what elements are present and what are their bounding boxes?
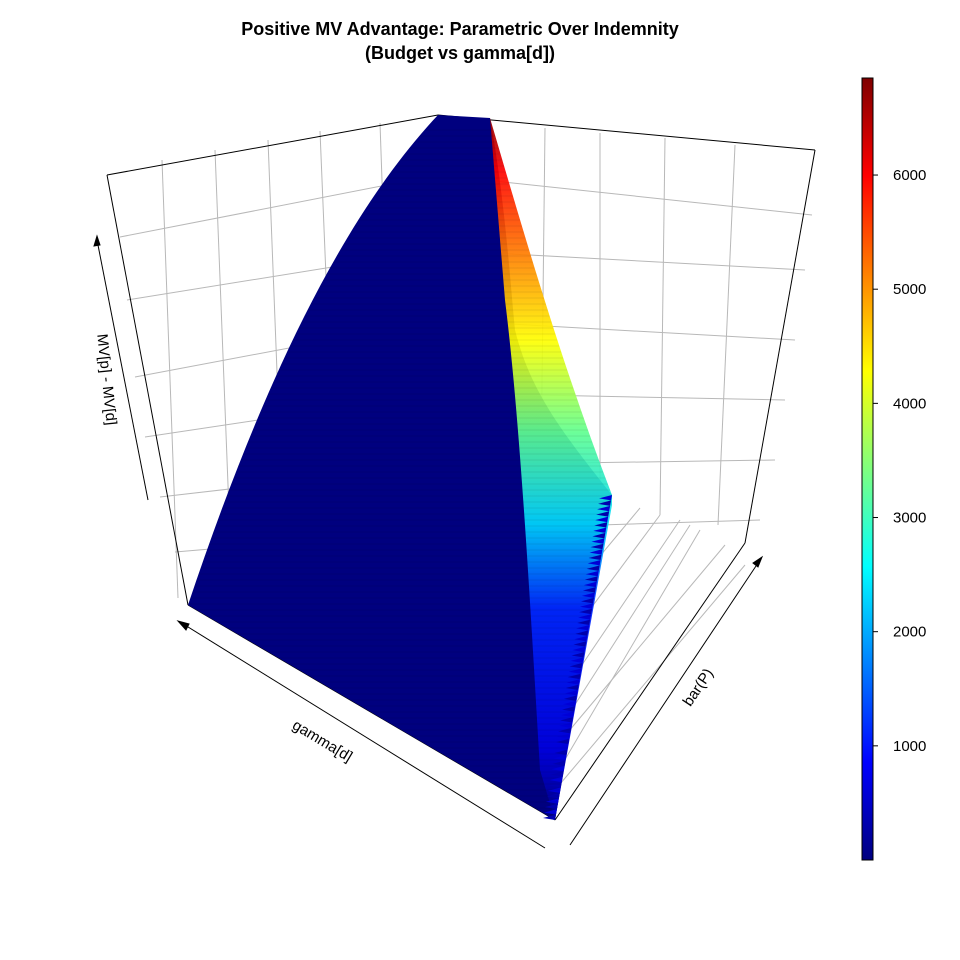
colorbar-tick-label: 6000: [893, 167, 926, 184]
sawtooth-segment: [584, 576, 598, 582]
sawtooth-segment: [596, 511, 610, 517]
sawtooth-segment: [562, 706, 575, 712]
sawtooth-segment: [587, 560, 601, 566]
colorbar-tick-label: 1000: [893, 738, 926, 755]
sawtooth-segment: [555, 744, 569, 750]
sawtooth-segment: [549, 776, 563, 783]
sawtooth-segment: [577, 619, 591, 625]
sawtooth-segment: [592, 532, 606, 539]
colorbar: 1000 2000 3000 4000 5000 6000: [861, 77, 926, 861]
sawtooth-segment: [568, 668, 582, 674]
sawtooth-segment: [548, 782, 562, 788]
sawtooth-segment: [597, 505, 611, 512]
sawtooth-segment: [571, 652, 585, 658]
sawtooth-segment: [543, 809, 557, 815]
sawtooth-segment: [595, 516, 609, 523]
sawtooth-segment: [563, 695, 577, 701]
axis-arrows: [93, 234, 764, 849]
sawtooth-segment: [561, 711, 574, 718]
sawtooth-segment: [569, 662, 583, 669]
chart-title: Positive MV Advantage: Parametric Over I…: [241, 19, 678, 39]
sawtooth-segment: [557, 733, 571, 739]
box-grid: [119, 122, 813, 791]
sawtooth-segment: [543, 814, 556, 820]
sawtooth-segment: [581, 592, 595, 598]
sawtooth-segment: [583, 581, 597, 588]
sawtooth-segment: [581, 597, 594, 604]
sawtooth-segment: [554, 749, 568, 755]
sawtooth-segment: [594, 522, 608, 528]
sawtooth-segment: [565, 684, 579, 690]
colorbar-tick-label: 3000: [893, 510, 926, 527]
sawtooth-segment: [589, 549, 603, 555]
sawtooth-segment: [586, 565, 600, 571]
sawtooth-segment: [546, 792, 560, 799]
sawtooth-segment: [572, 646, 586, 653]
z-axis-label: MV[p] - MV[d]: [93, 333, 119, 426]
sawtooth-segment: [593, 527, 607, 533]
sawtooth-segment: [588, 554, 602, 560]
sawtooth-segment: [570, 657, 584, 663]
sawtooth-segment: [574, 635, 588, 642]
sawtooth-segment: [599, 495, 612, 501]
sawtooth-segment: [598, 500, 612, 506]
sawtooth-segment: [550, 771, 564, 777]
sawtooth-segment: [552, 760, 566, 766]
sawtooth-segment: [575, 630, 589, 636]
colorbar-ticks: 1000 2000 3000 4000 5000 6000: [873, 167, 926, 755]
sawtooth-segment: [558, 727, 572, 734]
sawtooth-segment: [590, 543, 604, 550]
colorbar-tick-label: 4000: [893, 395, 926, 412]
colorbar-tick-label: 5000: [893, 281, 926, 298]
sawtooth-segment: [547, 787, 561, 793]
surface-sawtooth-edge: [543, 495, 612, 820]
sawtooth-segment: [562, 700, 576, 707]
colorbar-tick-label: 2000: [893, 624, 926, 641]
sawtooth-segment: [576, 625, 590, 631]
sawtooth-segment: [579, 608, 593, 615]
sawtooth-segment: [580, 603, 593, 609]
sawtooth-segment: [564, 690, 578, 696]
sawtooth-segment: [585, 570, 599, 577]
sawtooth-segment: [556, 738, 570, 745]
sawtooth-segment: [553, 755, 567, 761]
sawtooth-segment: [560, 717, 574, 723]
chart-subtitle: (Budget vs gamma[d]): [365, 43, 555, 63]
sawtooth-segment: [545, 798, 559, 804]
sawtooth-segment: [566, 679, 580, 685]
sawtooth-segment: [578, 614, 592, 620]
sawtooth-segment: [567, 673, 581, 680]
sawtooth-segment: [582, 587, 596, 593]
sawtooth-segment: [573, 641, 587, 647]
sawtooth-segment: [551, 765, 565, 772]
sawtooth-segment: [559, 722, 573, 728]
colorbar-gradient: [861, 77, 874, 861]
sawtooth-segment: [544, 803, 558, 810]
sawtooth-segment: [591, 538, 605, 544]
